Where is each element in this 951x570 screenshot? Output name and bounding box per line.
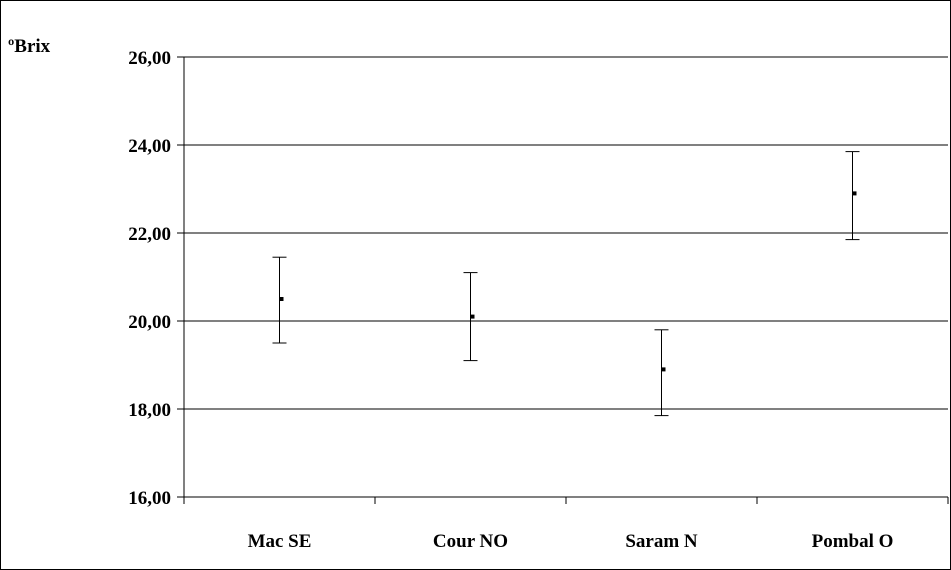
x-category-label: Saram N bbox=[625, 531, 698, 552]
x-category-label: Pombal O bbox=[812, 531, 894, 552]
ytick-layer: 26,00 24,00 22,00 20,00 18,00 16,00 bbox=[128, 48, 171, 509]
y-tick-label: 22,00 bbox=[128, 224, 171, 245]
y-axis-unit-label: ºBrix bbox=[8, 36, 51, 57]
grid-layer bbox=[184, 56, 948, 410]
axis-layer bbox=[177, 56, 949, 504]
y-tick-label: 18,00 bbox=[128, 400, 171, 421]
mean-marker bbox=[852, 191, 857, 196]
y-tick-label: 20,00 bbox=[128, 312, 171, 333]
errorbar-layer bbox=[272, 151, 860, 417]
mean-marker bbox=[470, 314, 475, 319]
mean-marker bbox=[661, 367, 666, 372]
xcat-layer: Mac SE Cour NO Saram N Pombal O bbox=[248, 531, 894, 552]
y-tick-label: 24,00 bbox=[128, 136, 171, 157]
x-category-label: Cour NO bbox=[433, 531, 508, 552]
y-tick-label: 26,00 bbox=[128, 48, 171, 69]
mean-marker bbox=[279, 297, 284, 301]
x-category-label: Mac SE bbox=[248, 531, 312, 552]
y-tick-label: 16,00 bbox=[128, 488, 171, 509]
